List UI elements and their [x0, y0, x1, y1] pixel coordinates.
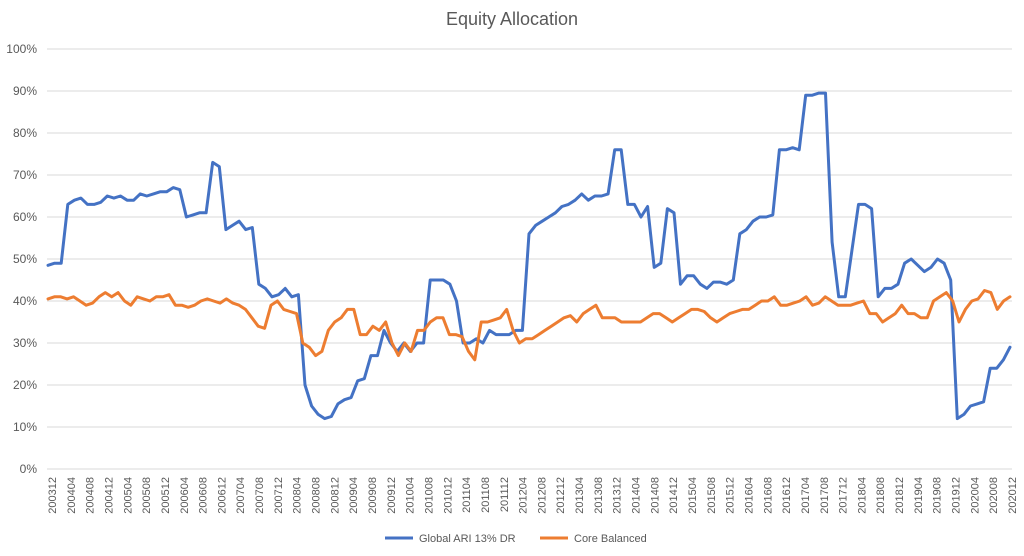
x-tick-label: 201812 — [894, 477, 906, 514]
y-tick-label: 20% — [13, 378, 37, 392]
y-tick-label: 50% — [13, 252, 37, 266]
x-tick-label: 201408 — [649, 477, 661, 514]
x-tick-label: 201004 — [405, 477, 417, 514]
x-tick-label: 200612 — [216, 477, 228, 514]
x-tick-label: 201212 — [555, 477, 567, 514]
y-tick-label: 80% — [13, 126, 37, 140]
x-tick-label: 200904 — [348, 477, 360, 514]
y-tick-label: 10% — [13, 420, 37, 434]
x-tick-label: 201012 — [442, 477, 454, 514]
x-tick-label: 201912 — [951, 477, 963, 514]
y-axis-ticks: 0% 10% 20% 30% 40% 50% 60% 70% 80% 90% 100% — [6, 42, 37, 476]
x-tick-label: 202004 — [969, 477, 981, 514]
x-tick-label: 200808 — [311, 477, 323, 514]
x-tick-label: 200504 — [122, 477, 134, 514]
x-tick-label: 200708 — [254, 477, 266, 514]
x-tick-label: 201204 — [518, 477, 530, 514]
x-tick-label: 201904 — [913, 477, 925, 514]
x-tick-label: 201708 — [819, 477, 831, 514]
x-tick-label: 200812 — [329, 477, 341, 514]
x-tick-label: 200908 — [367, 477, 379, 514]
legend: Global ARI 13% DR Core Balanced — [385, 533, 647, 545]
series-lines — [46, 91, 1012, 421]
x-tick-label: 200508 — [141, 477, 153, 514]
chart-title: Equity Allocation — [446, 9, 578, 29]
x-tick-label: 201112 — [499, 477, 511, 512]
x-tick-label: 201412 — [668, 477, 680, 514]
y-tick-label: 100% — [6, 42, 37, 56]
x-tick-label: 200704 — [235, 477, 247, 514]
x-tick-label: 201512 — [725, 477, 737, 514]
x-tick-label: 201508 — [706, 477, 718, 514]
x-tick-label: 200604 — [179, 477, 191, 514]
x-tick-label: 201312 — [612, 477, 624, 514]
x-axis-ticks: 200312 200404 200408 200412 200504 200508 2005… — [47, 477, 1019, 514]
y-tick-label: 90% — [13, 84, 37, 98]
x-tick-label: 200412 — [103, 477, 115, 514]
x-tick-label: 201608 — [762, 477, 774, 514]
x-tick-label: 201804 — [856, 477, 868, 514]
y-tick-label: 70% — [13, 168, 37, 182]
x-tick-label: 201908 — [932, 477, 944, 514]
gridlines — [47, 48, 1012, 470]
x-tick-label: 201604 — [743, 477, 755, 514]
x-tick-label: 201612 — [781, 477, 793, 514]
x-tick-label: 201308 — [593, 477, 605, 514]
y-tick-label: 0% — [20, 462, 38, 476]
x-tick-label: 201108 — [480, 477, 492, 513]
x-tick-label: 200608 — [198, 477, 210, 514]
x-tick-label: 200408 — [85, 477, 97, 514]
y-tick-label: 40% — [13, 294, 37, 308]
x-tick-label: 201208 — [536, 477, 548, 514]
x-tick-label: 200912 — [386, 477, 398, 514]
x-tick-label: 200404 — [66, 477, 78, 514]
x-tick-label: 201304 — [574, 477, 586, 514]
x-tick-label: 201504 — [687, 477, 699, 514]
x-tick-label: 202008 — [988, 477, 1000, 514]
x-tick-label: 202012 — [1007, 477, 1019, 514]
legend-label-1: Global ARI 13% DR — [419, 533, 516, 545]
x-tick-label: 201404 — [631, 477, 643, 514]
series-line-2 — [46, 289, 1012, 362]
x-tick-label: 201104 — [461, 477, 473, 513]
x-tick-label: 201704 — [800, 477, 812, 514]
x-tick-label: 201712 — [838, 477, 850, 514]
x-tick-label: 200512 — [160, 477, 172, 514]
x-tick-label: 200804 — [292, 477, 304, 514]
legend-label-2: Core Balanced — [574, 533, 647, 545]
y-tick-label: 30% — [13, 336, 37, 350]
x-tick-label: 201008 — [423, 477, 435, 514]
series-line-1 — [46, 91, 1012, 421]
y-tick-label: 60% — [13, 210, 37, 224]
x-tick-label: 200712 — [273, 477, 285, 514]
x-tick-label: 200312 — [47, 477, 59, 514]
x-tick-label: 201808 — [875, 477, 887, 514]
